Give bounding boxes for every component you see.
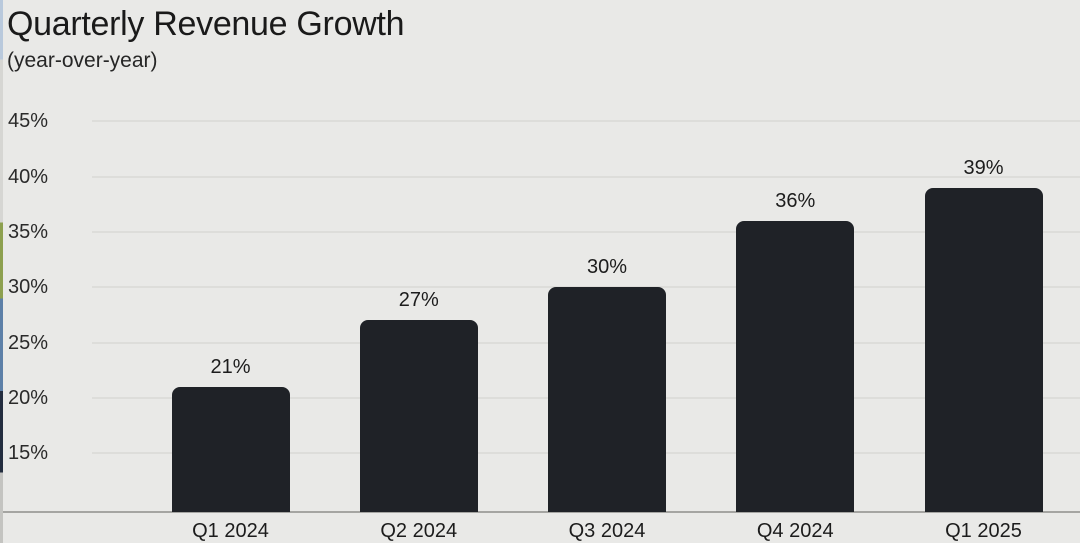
y-axis-tick-label: 35% xyxy=(8,220,49,243)
gridline xyxy=(92,120,1080,123)
y-axis-tick-label: 15% xyxy=(8,442,49,465)
chart-title: Quarterly Revenue Growth xyxy=(7,5,405,43)
chart-subtitle: (year-over-year) xyxy=(7,49,158,72)
y-axis-tick-label: 20% xyxy=(8,386,49,409)
screen-edge-artifact xyxy=(0,0,3,543)
bar-q3-2024 xyxy=(548,287,666,512)
x-axis-label-q1-2024: Q1 2024 xyxy=(192,520,269,542)
bar-q2-2024 xyxy=(359,320,478,512)
bar-value-label: 39% xyxy=(963,156,1004,179)
y-axis-tick-label: 30% xyxy=(8,276,49,299)
x-axis-line xyxy=(2,511,1080,513)
y-axis-tick-label: 25% xyxy=(8,331,49,354)
y-axis-tick-label: 45% xyxy=(8,110,49,133)
y-axis-tick-label: 40% xyxy=(8,165,49,188)
bar-value-label: 21% xyxy=(210,355,251,378)
bar-value-label: 30% xyxy=(586,256,628,279)
bar-q1-2025 xyxy=(924,187,1043,512)
bar-q1-2024 xyxy=(171,386,290,512)
bar-value-label: 36% xyxy=(775,189,816,212)
gridline xyxy=(92,175,1080,178)
bar-value-label: 27% xyxy=(398,289,439,312)
x-axis-label-q4-2024: Q4 2024 xyxy=(756,520,834,542)
x-axis-label-q1-2025: Q1 2025 xyxy=(945,520,1022,542)
x-axis-label-q2-2024: Q2 2024 xyxy=(380,520,458,542)
bar-q4-2024 xyxy=(736,220,855,512)
x-axis-label-q3-2024: Q3 2024 xyxy=(568,520,646,542)
gridline xyxy=(92,230,1080,233)
